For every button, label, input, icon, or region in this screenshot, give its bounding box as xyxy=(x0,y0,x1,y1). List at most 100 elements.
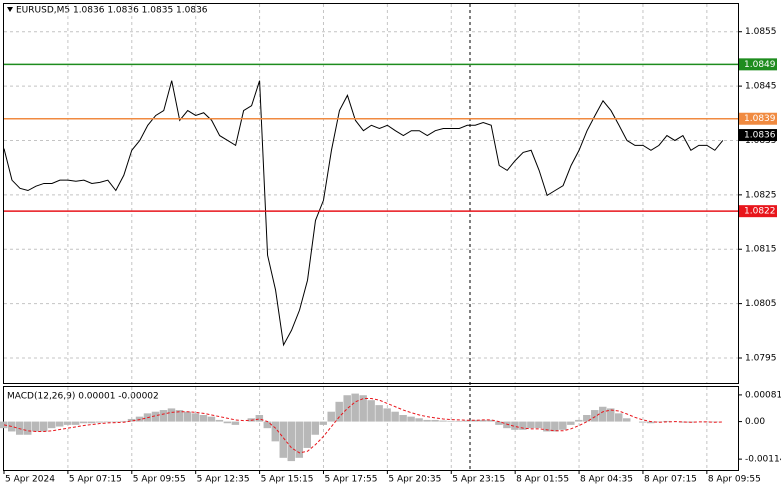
macd-bar xyxy=(391,411,399,422)
x-tick-label: 8 Apr 09:55 xyxy=(708,475,761,485)
macd-bar xyxy=(383,408,391,422)
macd-bar xyxy=(167,408,176,422)
x-tick-label: 8 Apr 04:35 xyxy=(580,475,633,485)
macd-bar xyxy=(79,421,88,424)
level-label: 1.0839 xyxy=(744,114,776,124)
macd-bar xyxy=(255,414,264,422)
y-tick-label: 1.0805 xyxy=(745,299,777,309)
y-tick-label: 1.0855 xyxy=(745,27,777,37)
macd-bar xyxy=(479,419,487,422)
level-label-box xyxy=(739,58,777,71)
macd-bar xyxy=(127,418,136,422)
price-line xyxy=(3,80,724,347)
macd-bar xyxy=(39,421,48,432)
macd-frame xyxy=(3,386,739,471)
macd-bar xyxy=(567,421,575,425)
x-tick-label: 5 Apr 07:15 xyxy=(69,475,122,485)
macd-bar xyxy=(527,421,535,429)
macd-bar xyxy=(487,419,495,422)
macd-bar xyxy=(463,420,471,422)
macd-bar xyxy=(263,421,272,429)
x-tick-label: 5 Apr 17:55 xyxy=(324,475,377,485)
macd-bar xyxy=(551,421,559,432)
macd-bar xyxy=(654,421,663,423)
macd-bar xyxy=(103,421,112,423)
macd-bar xyxy=(23,421,32,435)
macd-bar xyxy=(471,419,479,422)
macd-bar xyxy=(423,419,431,422)
macd-bar xyxy=(271,421,280,442)
macd-bar xyxy=(455,420,463,422)
macd-bar xyxy=(575,419,583,422)
macd-bar xyxy=(583,414,591,422)
macd-bar xyxy=(535,421,543,429)
macd-bar xyxy=(367,400,375,422)
level-label: 1.0849 xyxy=(744,60,776,70)
macd-bar xyxy=(71,421,80,425)
macd-bar xyxy=(399,414,407,422)
macd-bar xyxy=(191,413,200,422)
macd-bar xyxy=(615,413,623,422)
level-label-box xyxy=(739,112,777,125)
macd-bar xyxy=(407,416,415,422)
main-frame xyxy=(3,3,739,384)
macd-bar xyxy=(55,421,64,427)
macd-bar xyxy=(183,411,192,422)
last-price-box xyxy=(739,129,777,142)
macd-bar xyxy=(223,421,232,424)
macd-bar xyxy=(431,419,439,422)
y-tick-label: 1.0845 xyxy=(745,82,777,92)
macd-bar xyxy=(638,421,647,423)
x-tick-label: 5 Apr 15:15 xyxy=(261,475,314,485)
macd-bar xyxy=(287,421,296,462)
macd-bar xyxy=(31,421,40,432)
macd-bar xyxy=(511,421,519,430)
macd-bar xyxy=(175,410,184,422)
macd-bar xyxy=(335,401,343,422)
macd-bar xyxy=(343,395,351,422)
level-label-box xyxy=(739,205,777,218)
macd-bar xyxy=(519,421,527,430)
macd-bar xyxy=(231,421,240,425)
macd-bar xyxy=(495,421,503,425)
macd-bar xyxy=(15,421,24,435)
macd-bar xyxy=(591,410,599,422)
macd-bar xyxy=(559,421,567,430)
macd-bar xyxy=(375,405,383,422)
x-tick-label: 5 Apr 09:55 xyxy=(133,475,186,485)
y-tick-label: 1.0815 xyxy=(745,245,777,255)
macd-bar xyxy=(63,421,72,425)
macd-bar xyxy=(439,420,447,422)
y-tick-label: 1.0795 xyxy=(745,353,777,363)
y-tick-label: 0.00081 xyxy=(745,390,781,400)
macd-bar xyxy=(622,418,631,422)
macd-bar xyxy=(87,421,96,424)
menu-triangle xyxy=(7,7,13,12)
macd-bar xyxy=(503,421,511,429)
x-tick-label: 8 Apr 07:15 xyxy=(644,475,697,485)
macd-title: MACD(12,26,9) 0.00001 -0.00002 xyxy=(7,392,159,402)
macd-bar xyxy=(351,393,359,422)
macd-bar xyxy=(295,421,304,458)
macd-bar xyxy=(159,410,168,422)
y-tick-label: -0.00114 xyxy=(745,455,781,465)
macd-bar xyxy=(447,420,455,422)
y-tick-label: 0.00 xyxy=(745,417,765,427)
macd-bar xyxy=(47,421,56,429)
macd-bar xyxy=(199,414,208,422)
macd-bar xyxy=(95,421,104,423)
macd-bar xyxy=(327,411,335,422)
macd-bar xyxy=(111,421,120,423)
level-label: 1.0822 xyxy=(744,207,776,217)
macd-bar xyxy=(0,421,8,429)
macd-bar xyxy=(599,406,607,422)
x-tick-label: 5 Apr 23:15 xyxy=(452,475,505,485)
macd-bar xyxy=(607,408,615,422)
macd-bar xyxy=(359,395,367,422)
x-tick-label: 5 Apr 12:35 xyxy=(197,475,250,485)
macd-bar xyxy=(415,418,423,422)
macd-bar xyxy=(215,419,224,422)
macd-bar xyxy=(678,421,687,423)
